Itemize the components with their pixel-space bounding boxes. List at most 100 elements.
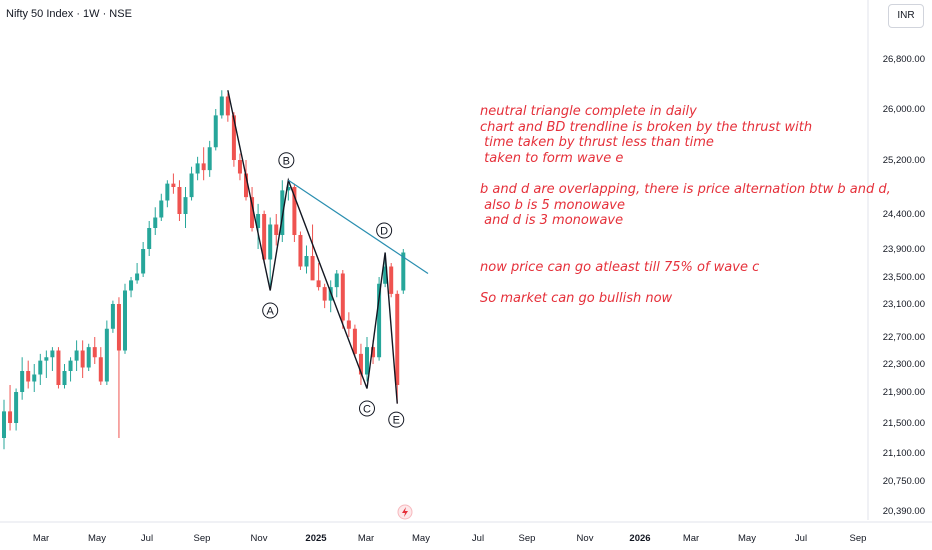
annotation-line <box>480 276 891 292</box>
candle <box>147 221 152 256</box>
candle <box>68 357 73 382</box>
candle <box>38 353 43 385</box>
annotation-line: now price can go atleast till 75% of wav… <box>480 259 760 275</box>
candle <box>358 343 363 385</box>
candle-body <box>389 266 394 294</box>
x-tick-label: Nov <box>577 533 594 544</box>
candle <box>14 388 19 431</box>
candle-body <box>304 256 309 267</box>
x-tick-label: Jul <box>795 533 807 544</box>
candle-body <box>110 304 115 329</box>
x-tick-label: May <box>738 533 756 544</box>
y-tick-label: 22,300.00 <box>883 359 925 370</box>
candle <box>50 347 55 371</box>
candle-body <box>68 360 73 371</box>
annotation-line: neutral triangle complete in daily <box>480 104 697 119</box>
candle-body <box>2 411 6 438</box>
candle-body <box>62 371 67 385</box>
candle <box>62 364 67 389</box>
x-tick-label: Sep <box>194 533 211 544</box>
wave-label-circle <box>359 400 375 417</box>
y-tick-label: 20,750.00 <box>883 476 925 487</box>
x-tick-label: Sep <box>850 533 867 544</box>
candle <box>213 109 218 151</box>
candle-body <box>401 252 406 291</box>
candle <box>346 312 351 337</box>
candle <box>129 277 134 298</box>
candle <box>153 207 158 235</box>
candle-body <box>268 224 273 260</box>
wave-label-e: E <box>388 411 405 428</box>
y-tick-label: 21,500.00 <box>883 418 925 429</box>
candle <box>116 297 121 438</box>
candle <box>298 231 303 270</box>
candle <box>334 270 339 298</box>
candle <box>225 93 230 122</box>
x-tick-label: Sep <box>519 533 536 544</box>
candle-body <box>334 273 339 288</box>
candle <box>98 347 103 385</box>
candle <box>183 187 188 228</box>
candle-body <box>298 235 303 267</box>
candle <box>268 217 273 291</box>
wave-label-text: E <box>393 415 400 427</box>
candle-body <box>32 374 37 382</box>
candle <box>207 140 212 177</box>
candle-body <box>292 187 297 235</box>
annotation-line: chart and BD trendline is broken by the … <box>480 119 813 135</box>
flash-icon-bolt <box>402 507 408 517</box>
candle <box>8 385 13 431</box>
candle-body <box>177 187 182 214</box>
candle-body <box>26 371 31 382</box>
annotation-line: also b is 5 monowave <box>480 197 625 213</box>
candle <box>159 193 164 221</box>
y-tick-label: 24,400.00 <box>883 209 925 220</box>
candle-body <box>365 347 369 375</box>
candle-body <box>98 357 103 382</box>
wave-label-c: C <box>359 400 375 417</box>
candle-body <box>274 224 279 235</box>
candle-body <box>86 347 91 368</box>
candle <box>123 283 127 354</box>
y-tick-label: 26,800.00 <box>883 54 925 65</box>
candle-body <box>377 283 382 358</box>
wave-label-d: D <box>376 222 393 239</box>
candle-body <box>147 228 152 249</box>
annotation-line: b and d are overlapping, there is price … <box>480 181 891 197</box>
candle-body <box>371 347 376 358</box>
candle <box>74 340 79 371</box>
candle-body <box>395 293 400 385</box>
candle <box>219 90 224 119</box>
candle <box>26 360 31 389</box>
y-tick-label: 20,390.00 <box>883 506 925 517</box>
candle <box>310 224 315 281</box>
candle-body <box>231 115 236 160</box>
candle <box>377 277 382 361</box>
candle-body <box>225 96 230 116</box>
x-tick-label: 2025 <box>305 533 327 544</box>
candle <box>195 156 200 181</box>
candle <box>352 324 357 358</box>
candle-body <box>340 273 345 321</box>
x-tick-label: Mar <box>358 533 374 544</box>
candle <box>274 214 279 246</box>
candle <box>86 343 91 371</box>
y-tick-label: 21,100.00 <box>883 448 925 459</box>
candle <box>304 245 309 274</box>
candle-body <box>171 183 176 187</box>
candle-body <box>322 287 327 301</box>
candle-body <box>250 197 255 228</box>
x-tick-label: Mar <box>33 533 49 544</box>
candle-body <box>141 249 146 274</box>
candle <box>189 166 194 201</box>
wave-label-text: D <box>380 226 388 238</box>
wave-label-circle <box>376 222 393 239</box>
candle-body <box>237 160 242 174</box>
currency-selector[interactable]: INR <box>888 4 924 28</box>
candle <box>2 399 6 450</box>
x-tick-label: Jul <box>472 533 484 544</box>
candle <box>340 270 345 329</box>
wave-label-text: C <box>363 404 371 416</box>
y-tick-label: 26,000.00 <box>883 104 925 115</box>
